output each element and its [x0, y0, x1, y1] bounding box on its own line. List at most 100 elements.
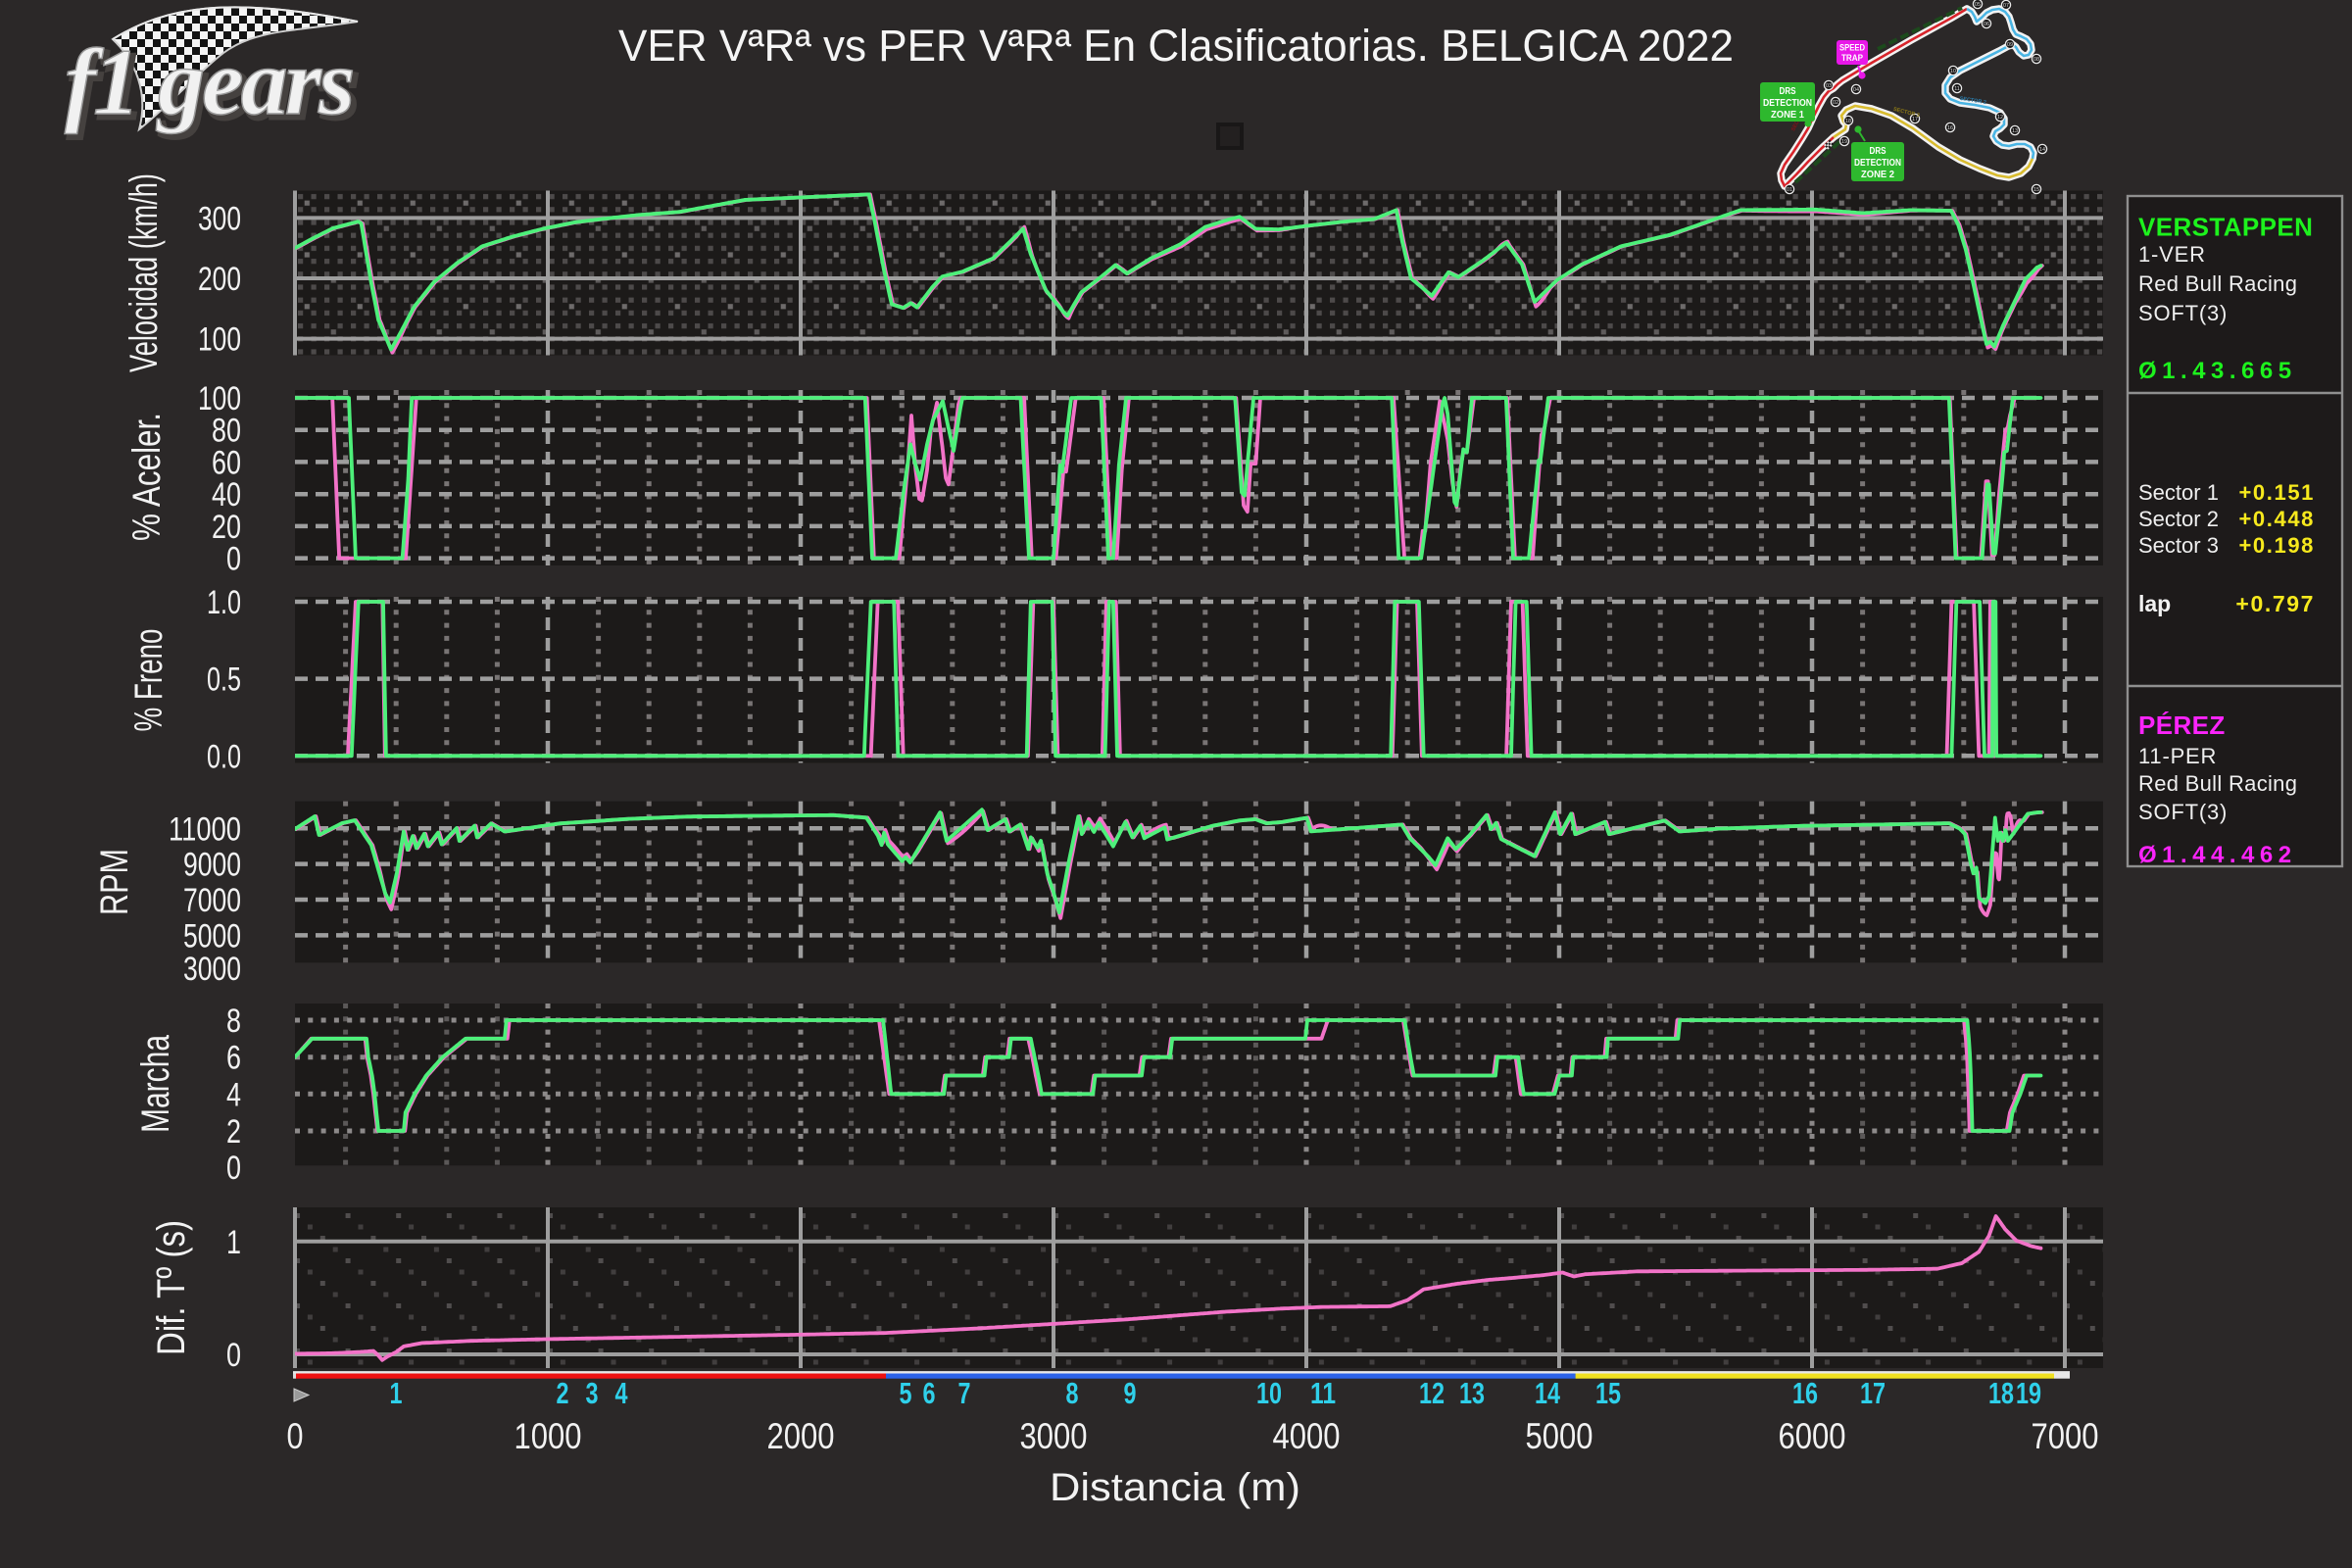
svg-text:8: 8 — [1066, 1376, 1079, 1410]
svg-text:04: 04 — [1853, 87, 1859, 93]
svg-text:SOFT(3): SOFT(3) — [2138, 800, 2228, 824]
svg-text:2000: 2000 — [767, 1416, 835, 1456]
svg-text:5000: 5000 — [1526, 1416, 1593, 1456]
svg-text:Dif. Tº (s): Dif. Tº (s) — [150, 1220, 193, 1355]
svg-text:07: 07 — [2003, 3, 2009, 9]
svg-text:7000: 7000 — [2032, 1416, 2099, 1456]
svg-text:18: 18 — [1845, 119, 1851, 124]
svg-text:4: 4 — [226, 1076, 241, 1113]
svg-text:4000: 4000 — [1273, 1416, 1341, 1456]
svg-text:VERSTAPPEN: VERSTAPPEN — [2138, 213, 2313, 242]
svg-text:1: 1 — [226, 1224, 241, 1261]
svg-text:f1 gears: f1 gears — [69, 33, 357, 138]
svg-text:14: 14 — [2039, 147, 2045, 153]
svg-text:RPM: RPM — [93, 849, 136, 915]
svg-text:0: 0 — [226, 541, 241, 578]
svg-text:0: 0 — [226, 1150, 241, 1187]
svg-text:7000: 7000 — [183, 882, 241, 919]
svg-text:5000: 5000 — [183, 917, 241, 955]
svg-text:10: 10 — [1256, 1376, 1282, 1410]
svg-text:2: 2 — [557, 1376, 569, 1410]
svg-text:Velocidad (km/h): Velocidad (km/h) — [122, 173, 166, 372]
svg-text:4: 4 — [615, 1376, 629, 1410]
svg-text:+0.448: +0.448 — [2238, 507, 2315, 531]
svg-text:6: 6 — [226, 1040, 241, 1077]
svg-text:DETECTION: DETECTION — [1763, 97, 1812, 109]
svg-text:16: 16 — [1792, 1376, 1818, 1410]
svg-text:7: 7 — [958, 1376, 971, 1410]
svg-text:SPEED: SPEED — [1839, 43, 1865, 53]
svg-text:300: 300 — [198, 200, 241, 237]
svg-text:20: 20 — [212, 509, 241, 546]
svg-text:09: 09 — [2007, 42, 2013, 48]
svg-text:100: 100 — [198, 321, 241, 359]
svg-text:3000: 3000 — [183, 951, 241, 988]
svg-text:11-PER: 11-PER — [2138, 744, 2217, 768]
svg-text:2: 2 — [226, 1113, 241, 1151]
svg-text:0.5: 0.5 — [207, 662, 241, 699]
svg-text:05: 05 — [1975, 2, 1981, 8]
svg-text:200: 200 — [198, 261, 241, 298]
svg-text:11000: 11000 — [169, 810, 241, 848]
svg-text:+0.198: +0.198 — [2238, 533, 2315, 558]
svg-text:DETECTION: DETECTION — [1854, 157, 1901, 169]
svg-text:3: 3 — [586, 1376, 599, 1410]
svg-text:VER VªRª vs PER VªRª En Clasif: VER VªRª vs PER VªRª En Clasificatorias.… — [618, 21, 1734, 71]
svg-text:ZONE 2: ZONE 2 — [1861, 169, 1894, 180]
svg-text:0: 0 — [287, 1416, 304, 1456]
svg-text:100: 100 — [198, 380, 241, 417]
svg-text:01: 01 — [1787, 187, 1792, 193]
svg-text:DRS: DRS — [1870, 145, 1886, 157]
svg-text:13: 13 — [2012, 128, 2018, 134]
svg-text:1.0: 1.0 — [207, 584, 241, 621]
svg-text:1-VER: 1-VER — [2138, 242, 2206, 267]
svg-text:+0.797: +0.797 — [2235, 591, 2315, 616]
svg-text:ZONE 1: ZONE 1 — [1771, 109, 1804, 121]
svg-text:Ø1.44.462: Ø1.44.462 — [2138, 842, 2297, 868]
svg-text:19: 19 — [1841, 139, 1847, 145]
svg-text:15: 15 — [2034, 187, 2039, 193]
svg-text:Sector 1: Sector 1 — [2138, 480, 2219, 505]
svg-text:60: 60 — [212, 444, 241, 481]
svg-text:13: 13 — [1459, 1376, 1485, 1410]
svg-text:Ø1.43.665: Ø1.43.665 — [2138, 358, 2297, 384]
svg-text:11: 11 — [1954, 86, 1960, 92]
svg-text:Marcha: Marcha — [134, 1034, 177, 1133]
svg-text:6000: 6000 — [1779, 1416, 1846, 1456]
svg-text:80: 80 — [212, 413, 241, 450]
svg-text:% Aceler.: % Aceler. — [125, 413, 169, 541]
svg-text:9000: 9000 — [183, 847, 241, 884]
svg-text:Red Bull Racing: Red Bull Racing — [2138, 771, 2297, 796]
svg-text:Distancia (m): Distancia (m) — [1050, 1466, 1300, 1509]
svg-text:40: 40 — [212, 476, 241, 514]
svg-text:PÉREZ: PÉREZ — [2138, 710, 2226, 740]
svg-text:12: 12 — [1419, 1376, 1445, 1410]
svg-text:% Freno: % Freno — [127, 629, 171, 732]
svg-text:TRAP: TRAP — [1841, 53, 1863, 63]
svg-text:18: 18 — [1988, 1376, 2014, 1410]
svg-text:6: 6 — [923, 1376, 936, 1410]
svg-text:17: 17 — [1912, 117, 1918, 122]
svg-text:Sector 2: Sector 2 — [2138, 507, 2219, 531]
svg-text:02: 02 — [1833, 100, 1838, 106]
svg-text:03: 03 — [1826, 83, 1832, 89]
svg-text:0.0: 0.0 — [207, 738, 241, 775]
svg-text:Red Bull Racing: Red Bull Racing — [2138, 271, 2297, 296]
svg-text:5: 5 — [900, 1376, 912, 1410]
svg-text:17: 17 — [1860, 1376, 1886, 1410]
svg-text:Sector 3: Sector 3 — [2138, 533, 2219, 558]
svg-text:SECTOR 2: SECTOR 2 — [1959, 96, 1986, 106]
svg-text:10: 10 — [1950, 69, 1956, 74]
svg-text:1000: 1000 — [514, 1416, 582, 1456]
svg-text:8: 8 — [226, 1003, 241, 1040]
svg-text:1: 1 — [390, 1376, 403, 1410]
svg-text:+0.151: +0.151 — [2238, 480, 2315, 505]
svg-text:14: 14 — [1535, 1376, 1561, 1410]
svg-text:3000: 3000 — [1020, 1416, 1088, 1456]
svg-text:06: 06 — [1984, 22, 1989, 27]
svg-text:9: 9 — [1124, 1376, 1137, 1410]
svg-text:15: 15 — [1595, 1376, 1621, 1410]
svg-text:12: 12 — [1997, 115, 2003, 121]
svg-text:19: 19 — [2016, 1376, 2041, 1410]
svg-text:SOFT(3): SOFT(3) — [2138, 301, 2228, 325]
